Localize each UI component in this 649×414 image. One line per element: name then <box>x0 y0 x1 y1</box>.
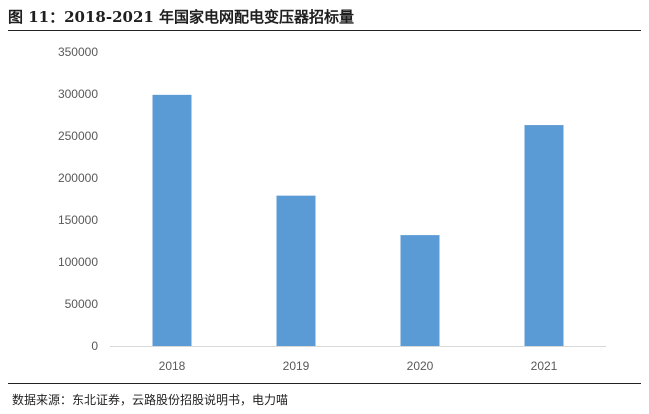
x-tick-label: 2021 <box>531 359 558 373</box>
bar-2019 <box>276 195 316 346</box>
y-tick-label: 100000 <box>58 255 98 269</box>
y-tick-label: 250000 <box>58 129 98 143</box>
y-tick-label: 0 <box>91 339 98 353</box>
y-tick-label: 300000 <box>58 87 98 101</box>
chart-title: 图 11：2018-2021 年国家电网配电变压器招标量 <box>8 8 355 26</box>
x-tick-label: 2020 <box>407 359 434 373</box>
data-source-note: 数据来源：东北证券，云路股份招股说明书，电力喵 <box>12 393 289 407</box>
bar-2020 <box>400 235 440 346</box>
title-divider <box>8 30 641 31</box>
bar-2021 <box>524 125 564 346</box>
x-tick-label: 2019 <box>283 359 310 373</box>
bar-2018 <box>152 94 192 346</box>
y-tick-label: 350000 <box>58 45 98 59</box>
footer-divider <box>8 383 641 384</box>
x-tick-label: 2018 <box>159 359 186 373</box>
y-tick-label: 200000 <box>58 171 98 185</box>
y-tick-label: 150000 <box>58 213 98 227</box>
y-tick-label: 50000 <box>65 297 99 311</box>
